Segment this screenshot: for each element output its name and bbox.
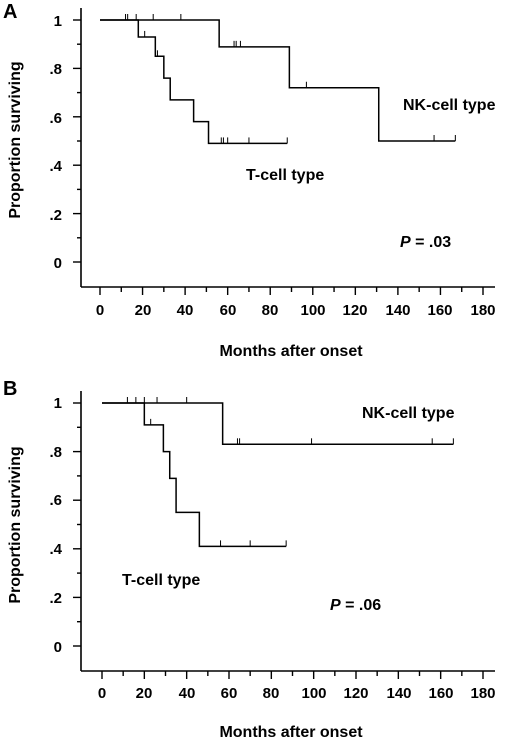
panel-b-y-tick-labels: 0 .2 .4 .6 .8 1	[49, 395, 62, 656]
panel-b-y-tick-label: .2	[49, 590, 62, 607]
panel-a-x-tick-label: 100	[300, 302, 325, 319]
panel-a-t-cell-type-curve	[100, 19, 288, 145]
panel-b: B Proportion surviving 0 .2 .4 .6 .8 1 0…	[3, 378, 496, 741]
panel-a-p-number: = .03	[411, 234, 452, 251]
panel-b-x-tick-label: 100	[301, 685, 326, 702]
panel-b-x-tick-label: 120	[343, 685, 368, 702]
panel-a-x-axis-title: Months after onset	[219, 343, 363, 360]
panel-a-t-label: T-cell type	[246, 167, 324, 184]
panel-b-t-label: T-cell type	[122, 572, 200, 589]
panel-b-x-tick-label: 180	[470, 685, 495, 702]
panel-a-y-tick-label: .2	[49, 207, 62, 224]
panel-a-x-tick-label: 140	[385, 302, 410, 319]
panel-b-x-tick-label: 20	[136, 685, 153, 702]
panel-a-letter: A	[3, 1, 17, 23]
panel-a-plot	[73, 8, 495, 295]
panel-b-p-number: = .06	[341, 597, 382, 614]
panel-a-x-tick-label: 120	[342, 302, 367, 319]
panel-b-nk-cell-type-curve	[102, 402, 454, 446]
panel-a-p-label: P	[400, 234, 411, 251]
panel-a-x-tick-label: 160	[427, 302, 452, 319]
panel-b-plot	[73, 391, 495, 679]
panel-b-y-tick-label: 1	[54, 395, 62, 412]
panel-a-y-tick-label: .8	[49, 61, 62, 78]
panel-b-y-tick-label: .8	[49, 444, 62, 461]
panel-b-p-value: P = .06	[330, 597, 381, 614]
panel-a-y-tick-label: .4	[49, 158, 62, 175]
panel-a-x-tick-label: 80	[262, 302, 279, 319]
panel-a-x-tick-label: 60	[220, 302, 237, 319]
panel-a-y-tick-label: 1	[54, 13, 62, 30]
panel-b-letter: B	[3, 378, 17, 400]
panel-a-y-tick-labels: 0 .2 .4 .6 .8 1	[49, 13, 62, 272]
panel-a-y-tick-label: 0	[54, 255, 62, 272]
panel-a-x-tick-label: 20	[135, 302, 152, 319]
panel-b-x-axis-title: Months after onset	[219, 724, 363, 741]
panel-b-y-axis-title: Proportion surviving	[7, 446, 24, 603]
panel-b-x-tick-label: 0	[98, 685, 106, 702]
panel-b-x-tick-label: 40	[179, 685, 196, 702]
panel-b-x-tick-label: 140	[386, 685, 411, 702]
panel-a-nk-cell-type-curve	[100, 19, 456, 142]
panel-a-x-tick-label: 180	[470, 302, 495, 319]
panel-a-p-value: P = .03	[400, 234, 451, 251]
panel-a-x-tick-labels: 0 20 40 60 80 100 120 140 160 180	[96, 302, 496, 319]
panel-b-x-tick-label: 80	[263, 685, 280, 702]
panel-b-x-tick-label: 60	[221, 685, 238, 702]
panel-b-x-tick-label: 160	[428, 685, 453, 702]
panel-b-y-tick-label: 0	[54, 639, 62, 656]
panel-b-y-tick-label: .4	[49, 541, 62, 558]
panel-a-x-tick-label: 40	[177, 302, 194, 319]
panel-a-y-tick-label: .6	[49, 110, 62, 127]
panel-b-y-tick-label: .6	[49, 492, 62, 509]
panel-a: A Proportion surviving 0 .2 .4 .6 .8 1 0…	[3, 1, 496, 360]
panel-a-nk-label: NK-cell type	[403, 97, 496, 114]
panel-b-p-label: P	[330, 597, 341, 614]
panel-a-y-axis-title: Proportion surviving	[7, 61, 24, 218]
panel-b-t-cell-type-curve	[102, 402, 287, 548]
panel-b-nk-label: NK-cell type	[362, 405, 455, 422]
panel-b-x-tick-labels: 0 20 40 60 80 100 120 140 160 180	[98, 685, 496, 702]
panel-a-x-tick-label: 0	[96, 302, 104, 319]
